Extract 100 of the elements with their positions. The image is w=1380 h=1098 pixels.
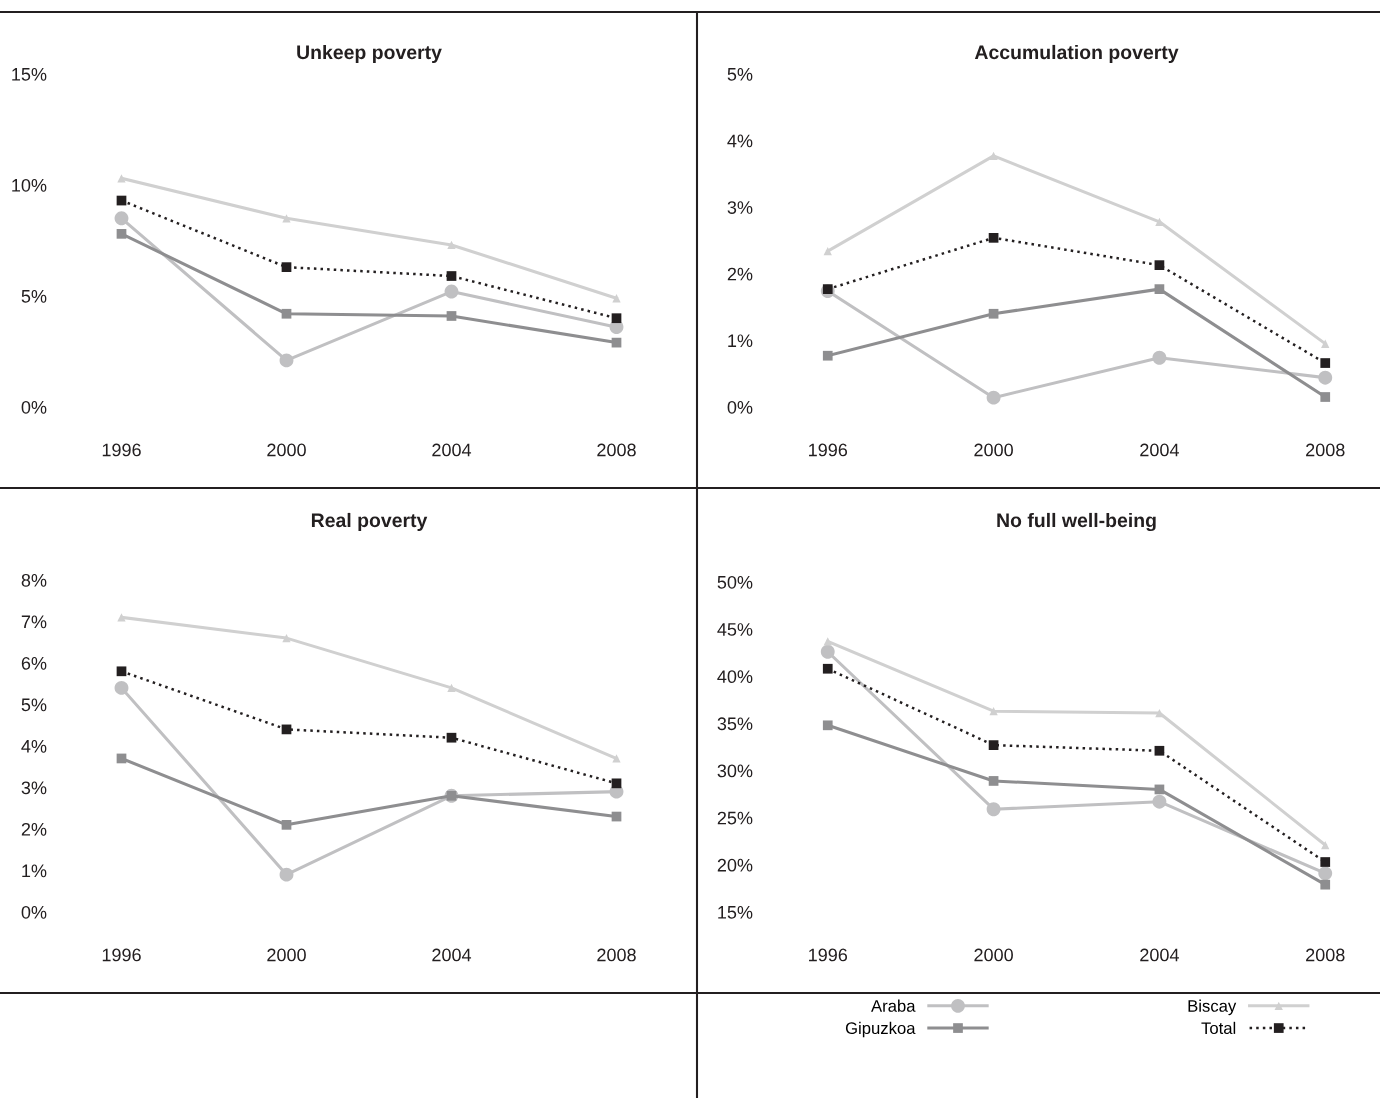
- point: [986, 802, 1001, 817]
- point: [282, 214, 291, 223]
- point: [1152, 794, 1167, 809]
- point: [612, 754, 621, 763]
- y-tick-label: 15%: [12, 68, 47, 81]
- point: [1321, 840, 1330, 850]
- x-tick-label: 1996: [102, 443, 141, 457]
- legend-label: Total: [1201, 1021, 1236, 1035]
- point: [279, 867, 294, 882]
- chart-title: Accumulation poverty: [974, 44, 1179, 64]
- point: [823, 246, 832, 256]
- y-tick-label: 25%: [717, 811, 753, 825]
- y-tick-label: 2%: [21, 822, 47, 836]
- x-tick-label: 2000: [974, 948, 1013, 962]
- point: [988, 308, 999, 319]
- point: [1320, 392, 1331, 402]
- point: [989, 151, 998, 161]
- legend-label: Biscay: [1188, 999, 1237, 1016]
- y-tick-label: 0%: [727, 400, 753, 414]
- point: [1155, 708, 1164, 718]
- point: [988, 232, 999, 243]
- point: [116, 228, 127, 239]
- y-tick-label: 20%: [717, 858, 753, 872]
- point: [446, 732, 457, 743]
- point: [114, 680, 129, 695]
- point: [1154, 284, 1165, 294]
- x-tick-label: 2008: [1306, 443, 1345, 457]
- y-tick-label: 0%: [21, 400, 47, 414]
- x-tick-label: 2008: [597, 948, 636, 962]
- point: [117, 613, 126, 622]
- y-tick-label: 5%: [21, 290, 47, 303]
- x-tick-label: 1996: [809, 443, 848, 457]
- point: [444, 284, 459, 299]
- y-tick-label: 2%: [727, 267, 753, 281]
- chart-title: Unkeep poverty: [297, 44, 442, 64]
- point: [447, 683, 456, 693]
- y-tick-label: 1%: [728, 334, 753, 348]
- point: [281, 819, 292, 830]
- y-tick-label: 5%: [727, 68, 753, 81]
- point: [612, 294, 621, 303]
- point: [988, 740, 999, 750]
- x-tick-label: 2004: [1140, 443, 1179, 457]
- y-tick-label: 15%: [718, 906, 753, 919]
- x-tick-label: 2004: [1140, 948, 1179, 962]
- point: [822, 350, 833, 361]
- point: [1320, 879, 1331, 890]
- point: [822, 720, 833, 731]
- point: [1154, 745, 1165, 756]
- point: [989, 707, 998, 716]
- point: [282, 633, 291, 643]
- y-tick-label: 5%: [21, 698, 47, 712]
- point: [1321, 339, 1330, 348]
- point: [117, 174, 126, 183]
- x-tick-label: 2004: [432, 443, 472, 457]
- point: [823, 637, 832, 646]
- point: [281, 262, 292, 272]
- point: [988, 776, 999, 786]
- point: [611, 778, 622, 789]
- point: [1320, 358, 1331, 368]
- legend-label: Araba: [871, 999, 916, 1012]
- x-tick-label: 2004: [432, 948, 472, 962]
- y-tick-label: 10%: [12, 178, 47, 192]
- point: [986, 390, 1001, 405]
- y-tick-label: 50%: [717, 575, 753, 589]
- chart-title: No full well-being: [997, 512, 1156, 532]
- point: [611, 313, 622, 324]
- y-tick-label: 3%: [727, 201, 753, 214]
- y-tick-label: 35%: [717, 717, 753, 731]
- y-tick-label: 4%: [727, 134, 753, 148]
- point: [1318, 370, 1333, 385]
- x-tick-label: 2008: [597, 443, 636, 457]
- y-tick-label: 4%: [21, 740, 47, 753]
- x-tick-label: 2000: [267, 948, 306, 962]
- point: [1152, 350, 1167, 365]
- point: [1318, 866, 1333, 881]
- x-tick-label: 2008: [1306, 948, 1345, 962]
- point: [446, 271, 457, 281]
- y-tick-label: 30%: [717, 764, 753, 778]
- x-tick-label: 1996: [102, 948, 141, 962]
- point: [116, 666, 127, 677]
- x-tick-label: 2000: [974, 443, 1013, 457]
- y-tick-label: 3%: [21, 781, 47, 795]
- point: [1154, 260, 1165, 270]
- y-tick-label: 40%: [717, 670, 753, 684]
- chart-title: Real poverty: [311, 512, 428, 532]
- point: [447, 240, 456, 250]
- point: [281, 308, 292, 319]
- y-tick-label: 0%: [21, 905, 47, 919]
- legend-label: Gipuzkoa: [845, 1021, 916, 1038]
- point: [822, 663, 833, 674]
- x-tick-label: 2000: [267, 443, 306, 457]
- y-tick-label: 7%: [21, 615, 47, 629]
- point: [114, 211, 129, 226]
- x-tick-label: 1996: [809, 948, 848, 962]
- point: [1320, 857, 1331, 867]
- point: [820, 644, 835, 659]
- y-tick-label: 45%: [717, 623, 753, 636]
- point: [446, 311, 457, 321]
- point: [279, 353, 294, 368]
- point: [822, 284, 833, 294]
